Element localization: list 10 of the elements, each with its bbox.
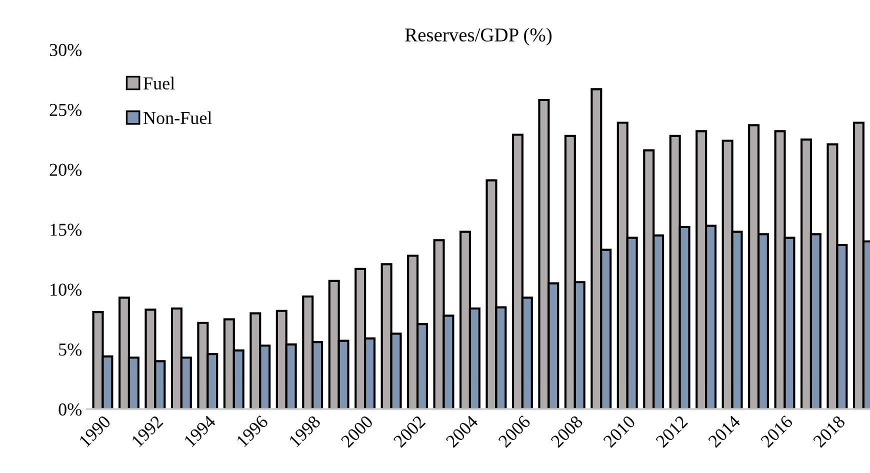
y-tick-label: 0%: [58, 403, 82, 416]
y-tick-label: 15%: [50, 224, 82, 236]
y-tick-label: 25%: [50, 104, 82, 116]
legend-label: Fuel: [144, 76, 175, 90]
legend-label: Non-Fuel: [144, 111, 212, 124]
chart-title: Reserves/GDP (%): [405, 28, 552, 46]
y-tick-label: 30%: [50, 44, 82, 56]
y-tick-label: 5%: [59, 343, 82, 356]
y-tick-label: 10%: [50, 284, 82, 296]
y-tick-label: 20%: [50, 164, 82, 176]
